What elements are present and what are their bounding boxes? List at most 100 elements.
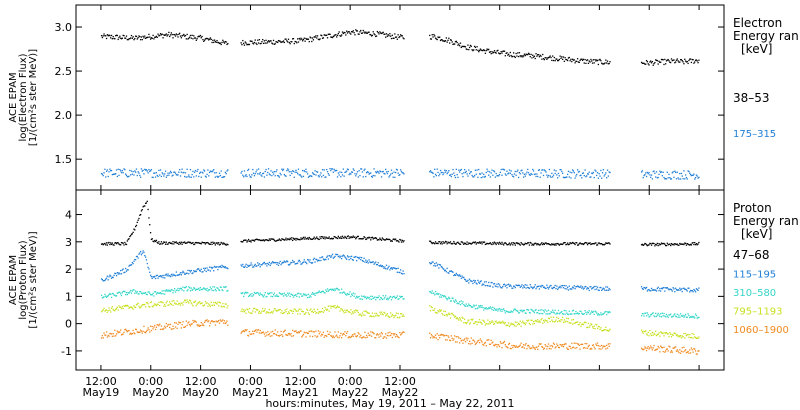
data-point (580, 58, 582, 60)
data-point (312, 311, 315, 314)
data-point (481, 49, 483, 52)
data-point (168, 275, 170, 277)
data-point (210, 301, 212, 304)
data-point (223, 306, 226, 308)
data-point (198, 324, 200, 326)
data-point (674, 291, 676, 293)
data-point (586, 175, 588, 177)
data-point (679, 352, 682, 354)
data-point (448, 37, 450, 39)
data-point (574, 347, 576, 349)
data-point (606, 242, 608, 244)
data-point (605, 59, 607, 61)
data-point (109, 35, 111, 37)
data-point (576, 242, 578, 244)
data-point (219, 286, 222, 288)
data-point (432, 242, 434, 244)
data-point (513, 285, 516, 288)
data-point (253, 307, 256, 309)
data-point (213, 172, 216, 174)
data-point (131, 290, 133, 292)
data-point (495, 243, 497, 246)
data-point (334, 289, 336, 292)
data-point (248, 330, 251, 333)
data-point (503, 341, 505, 344)
data-point (226, 267, 228, 269)
data-point (130, 306, 132, 308)
data-point (565, 285, 567, 287)
data-point (692, 337, 694, 339)
data-point (508, 53, 510, 55)
data-point (315, 258, 317, 260)
data-point (556, 343, 558, 345)
data-point (298, 37, 300, 40)
data-point (389, 238, 391, 241)
data-point (432, 261, 434, 263)
data-point (351, 31, 354, 33)
data-point (396, 240, 398, 242)
data-point (157, 277, 159, 279)
data-point (380, 313, 382, 315)
data-point (314, 261, 316, 263)
data-point (336, 253, 338, 256)
data-point (541, 317, 543, 320)
data-point (520, 342, 522, 344)
data-point (387, 299, 389, 301)
data-point (307, 238, 310, 240)
data-point (171, 243, 173, 245)
data-point (676, 313, 678, 315)
data-point (645, 349, 648, 352)
data-point (221, 320, 223, 322)
data-point (330, 169, 332, 172)
data-point (138, 217, 140, 220)
data-point (493, 323, 496, 325)
data-point (296, 262, 298, 265)
data-point (321, 34, 323, 37)
data-point (294, 294, 296, 296)
data-point (274, 262, 276, 264)
data-point (189, 271, 192, 273)
data-point (388, 335, 390, 337)
data-point (601, 330, 603, 332)
data-point (587, 322, 590, 325)
data-point (145, 169, 148, 171)
data-point (336, 169, 338, 172)
data-point (364, 314, 366, 316)
data-point (143, 37, 145, 39)
data-point (690, 174, 693, 177)
data-point (272, 330, 274, 333)
data-point (177, 287, 179, 290)
data-point (197, 36, 199, 38)
data-point (513, 345, 516, 347)
data-point (388, 265, 390, 267)
data-point (323, 259, 325, 261)
data-point (375, 296, 378, 299)
data-point (442, 241, 444, 243)
data-point (444, 296, 447, 298)
data-point (221, 242, 223, 244)
data-point (553, 169, 555, 171)
data-point (376, 264, 379, 266)
data-point (494, 176, 497, 178)
data-point (453, 274, 455, 277)
data-point (675, 178, 678, 180)
data-point (351, 294, 354, 296)
data-point (126, 240, 128, 242)
data-point (282, 312, 285, 314)
data-point (662, 171, 664, 173)
data-point (184, 273, 187, 275)
data-point (482, 176, 484, 178)
data-point (530, 53, 532, 56)
data-point (272, 261, 274, 263)
data-point (602, 345, 605, 347)
data-point (287, 311, 290, 313)
data-point (222, 302, 224, 305)
data-point (389, 269, 391, 271)
data-point (355, 310, 358, 312)
data-point (297, 238, 300, 241)
data-point (487, 285, 489, 287)
data-point (386, 313, 389, 315)
data-point (697, 337, 699, 340)
data-point (544, 344, 546, 346)
data-point (353, 256, 355, 258)
